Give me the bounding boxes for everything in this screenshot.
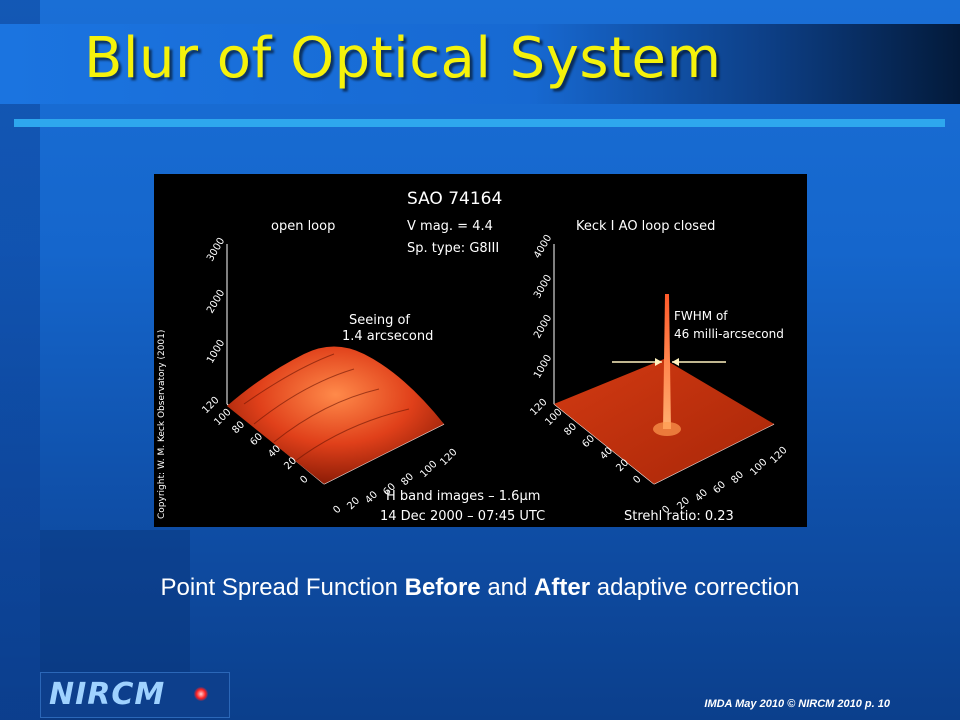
right-y-tick: 0	[631, 474, 643, 486]
logo-text: NIRCM	[49, 677, 166, 712]
caption-after: After	[534, 574, 591, 601]
right-z-tick: 2000	[532, 313, 554, 341]
right-x-tick: 40	[693, 487, 710, 504]
title-bar	[0, 24, 960, 104]
fwhm-label-2: 46 milli-arcsecond	[674, 327, 784, 341]
copyright-text: Copyright: W. M. Keck Observatory (2001)	[157, 330, 167, 519]
figure-caption: Point Spread Function Before and After a…	[0, 574, 960, 602]
left-psf-surface	[227, 346, 444, 484]
nircm-logo: NIRCM	[40, 672, 230, 718]
label-vmag: V mag. = 4.4	[407, 219, 493, 234]
right-z-tick: 1000	[532, 353, 554, 381]
right-psf-spike	[663, 294, 671, 429]
date-label: 14 Dec 2000 – 07:45 UTC	[380, 509, 545, 524]
left-x-tick: 100	[418, 459, 439, 480]
seeing-label-2: 1.4 arcsecond	[342, 329, 433, 344]
fwhm-arrowhead-left	[655, 358, 662, 366]
slide-title: Blur of Optical System	[84, 26, 722, 91]
seeing-label-1: Seeing of	[349, 313, 410, 328]
left-z-tick: 3000	[205, 236, 227, 264]
left-y-tick: 80	[230, 419, 247, 436]
label-open-loop: open loop	[271, 219, 335, 234]
fwhm-arrowhead-right	[672, 358, 679, 366]
caption-suffix: adaptive correction	[590, 574, 800, 601]
right-y-tick: 80	[562, 421, 579, 438]
strehl-label: Strehl ratio: 0.23	[624, 509, 734, 524]
left-plot: 1000 2000 3000 0 20 40 60 80 100 120 0 2…	[200, 236, 459, 516]
laser-dot-icon	[194, 687, 208, 701]
left-z-tick: 2000	[205, 288, 227, 316]
figure-title: SAO 74164	[407, 189, 502, 209]
left-y-tick: 100	[212, 407, 233, 428]
left-x-tick: 120	[438, 447, 459, 468]
left-x-tick: 80	[399, 471, 416, 488]
caption-mid: and	[480, 574, 535, 601]
right-x-tick: 80	[729, 469, 746, 486]
left-z-tick: 1000	[205, 338, 227, 366]
right-x-tick: 100	[748, 457, 769, 478]
slide-footer: IMDA May 2010 © NIRCM 2010 p. 10	[704, 698, 890, 710]
right-x-tick: 120	[768, 445, 789, 466]
right-x-tick: 60	[711, 479, 728, 496]
left-background-band	[0, 0, 40, 720]
title-divider	[14, 119, 945, 127]
left-x-tick: 40	[363, 489, 380, 506]
right-psf-base	[653, 422, 681, 436]
fwhm-label-1: FWHM of	[674, 309, 728, 323]
label-sptype: Sp. type: G8III	[407, 241, 499, 256]
psf-figure-svg: SAO 74164 open loop V mag. = 4.4 Sp. typ…	[157, 189, 790, 524]
right-y-tick: 120	[528, 397, 549, 418]
psf-figure: SAO 74164 open loop V mag. = 4.4 Sp. typ…	[154, 174, 807, 527]
left-x-tick: 0	[331, 504, 343, 516]
right-z-tick: 3000	[532, 273, 554, 301]
right-plot: 1000 2000 3000 4000 FWHM of 46 milli-arc…	[528, 233, 789, 516]
band-label: H band images – 1.6μm	[386, 489, 540, 504]
label-ao-closed: Keck I AO loop closed	[576, 219, 715, 234]
caption-before: Before	[404, 574, 481, 601]
caption-prefix: Point Spread Function	[160, 574, 405, 601]
left-surface-texture	[243, 353, 410, 463]
right-z-tick: 4000	[532, 233, 554, 261]
left-x-tick: 20	[345, 495, 362, 512]
left-y-tick: 0	[298, 474, 310, 486]
